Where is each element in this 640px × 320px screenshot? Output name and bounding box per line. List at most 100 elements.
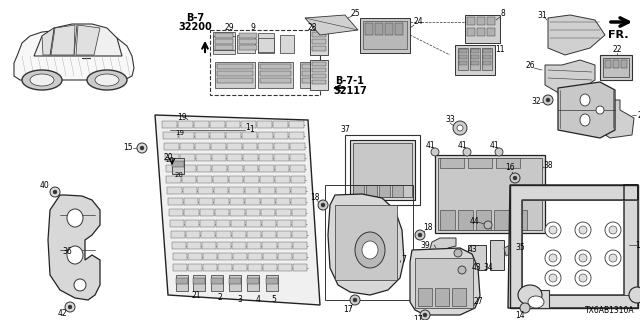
- Bar: [198, 176, 212, 183]
- Polygon shape: [48, 195, 100, 300]
- Bar: [259, 143, 273, 150]
- Bar: [213, 36, 235, 50]
- Bar: [188, 253, 202, 260]
- Bar: [184, 198, 198, 205]
- Bar: [200, 220, 215, 227]
- Bar: [335, 205, 397, 280]
- Bar: [260, 64, 291, 69]
- Ellipse shape: [30, 74, 54, 86]
- Bar: [229, 275, 241, 291]
- Bar: [273, 121, 288, 128]
- Bar: [215, 39, 233, 44]
- Ellipse shape: [575, 270, 591, 286]
- Bar: [258, 132, 273, 139]
- Text: 42: 42: [57, 308, 67, 317]
- Text: 32117: 32117: [333, 86, 367, 96]
- Bar: [435, 288, 449, 306]
- Text: 1: 1: [246, 124, 250, 132]
- Bar: [229, 187, 244, 194]
- Bar: [248, 264, 262, 271]
- Bar: [216, 220, 230, 227]
- Text: 41: 41: [457, 140, 467, 149]
- Bar: [166, 176, 181, 183]
- Bar: [483, 49, 491, 53]
- Text: 34: 34: [483, 263, 493, 273]
- Bar: [365, 23, 373, 35]
- Text: 41: 41: [489, 140, 499, 149]
- Bar: [218, 264, 232, 271]
- Bar: [276, 198, 291, 205]
- Bar: [211, 278, 223, 284]
- Bar: [258, 62, 293, 88]
- Bar: [247, 231, 261, 238]
- Bar: [291, 176, 305, 183]
- Bar: [203, 253, 217, 260]
- Bar: [228, 165, 243, 172]
- Text: 40: 40: [40, 181, 50, 190]
- Bar: [292, 209, 306, 216]
- Text: 33: 33: [445, 116, 455, 124]
- Bar: [210, 121, 225, 128]
- Bar: [176, 275, 188, 291]
- Ellipse shape: [74, 279, 86, 291]
- Text: 20: 20: [166, 157, 175, 163]
- Bar: [360, 18, 410, 53]
- Bar: [215, 45, 233, 50]
- Bar: [392, 185, 403, 197]
- Polygon shape: [504, 244, 514, 256]
- Ellipse shape: [513, 176, 517, 180]
- Ellipse shape: [580, 94, 590, 106]
- Bar: [212, 165, 227, 172]
- Bar: [234, 264, 248, 271]
- Bar: [230, 209, 244, 216]
- Bar: [211, 132, 225, 139]
- Bar: [185, 220, 200, 227]
- Bar: [291, 187, 305, 194]
- Bar: [440, 158, 464, 168]
- Bar: [600, 55, 632, 80]
- Bar: [310, 30, 328, 55]
- Bar: [171, 231, 185, 238]
- Bar: [438, 158, 542, 230]
- Text: 27: 27: [473, 298, 483, 307]
- Bar: [233, 253, 247, 260]
- Bar: [259, 165, 274, 172]
- Text: 17: 17: [413, 315, 423, 320]
- Ellipse shape: [362, 241, 378, 259]
- Bar: [458, 48, 468, 70]
- Bar: [260, 78, 291, 83]
- Polygon shape: [548, 15, 605, 55]
- Ellipse shape: [50, 187, 60, 197]
- Text: 24: 24: [413, 18, 423, 27]
- Ellipse shape: [549, 274, 557, 282]
- Bar: [395, 23, 403, 35]
- Bar: [217, 242, 231, 249]
- Bar: [214, 187, 228, 194]
- Bar: [164, 143, 179, 150]
- Bar: [603, 58, 629, 77]
- Bar: [440, 210, 455, 230]
- Bar: [350, 140, 415, 200]
- Bar: [312, 62, 326, 66]
- Bar: [293, 253, 307, 260]
- Bar: [216, 231, 230, 238]
- Bar: [263, 253, 277, 260]
- Polygon shape: [34, 24, 122, 56]
- Bar: [482, 48, 492, 70]
- Ellipse shape: [575, 222, 591, 238]
- Text: 32200: 32200: [178, 22, 212, 32]
- Bar: [247, 278, 259, 284]
- Ellipse shape: [579, 226, 587, 234]
- Ellipse shape: [453, 121, 467, 135]
- Text: 44: 44: [469, 218, 479, 227]
- Text: 29: 29: [224, 22, 234, 31]
- Ellipse shape: [463, 148, 471, 156]
- Bar: [210, 30, 320, 95]
- Bar: [172, 158, 184, 174]
- Polygon shape: [508, 185, 638, 308]
- Bar: [182, 176, 196, 183]
- Bar: [184, 209, 199, 216]
- Text: 1: 1: [250, 125, 254, 134]
- Bar: [181, 165, 196, 172]
- Bar: [172, 242, 186, 249]
